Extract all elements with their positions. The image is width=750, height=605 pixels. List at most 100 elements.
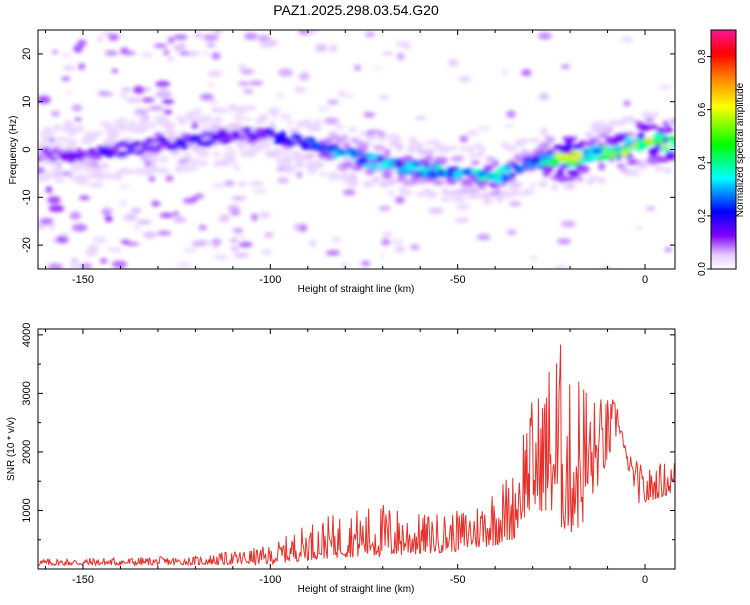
heatmap-band-blob (82, 163, 91, 172)
heatmap-band-blob (608, 119, 619, 127)
heatmap-ridge-blob (77, 156, 84, 162)
heatmap-noise-blob (329, 44, 338, 53)
snr-x-tick-label: -100 (259, 574, 281, 586)
heatmap-band-blob (557, 168, 564, 177)
heatmap-band-blob (149, 166, 160, 173)
heatmap-noise-blob (70, 258, 79, 263)
heatmap-band-blob (476, 185, 487, 190)
heatmap-band-blob (284, 155, 296, 161)
heatmap-y-tick-label: 20 (21, 48, 33, 60)
heatmap-band-blob (406, 190, 414, 195)
heatmap-noise-blob (458, 76, 471, 82)
heatmap-noise-blob (238, 63, 246, 70)
heatmap-noise-blob (159, 213, 174, 218)
heatmap-ridge-blob (609, 151, 618, 159)
heatmap-band-blob (411, 143, 423, 150)
heatmap-ridge-blob (509, 172, 516, 179)
heatmap-band-blob (359, 142, 370, 148)
heatmap-noise-blob (179, 51, 190, 55)
heatmap-noise-blob (100, 208, 116, 213)
heatmap-noise-blob (454, 217, 470, 223)
heatmap-band-blob (216, 108, 229, 113)
heatmap-band-blob (229, 159, 238, 165)
heatmap-noise-blob (381, 238, 391, 246)
heatmap-band-blob (129, 119, 137, 128)
heatmap-band-blob (641, 112, 653, 118)
heatmap-band-blob (237, 143, 246, 150)
heatmap-ridge-blob (635, 138, 642, 146)
heatmap-band-blob (178, 117, 191, 122)
heatmap-ridge-blob (428, 172, 440, 180)
heatmap-band-blob (417, 149, 429, 155)
heatmap-band-blob (47, 129, 55, 136)
heatmap-noise-blob (182, 198, 198, 204)
heatmap-band-blob (425, 154, 433, 163)
heatmap-ridge-blob (602, 153, 612, 160)
heatmap-band-blob (280, 158, 292, 167)
heatmap-noise-blob (455, 202, 471, 211)
heatmap-ridge-blob (231, 130, 241, 135)
heatmap-ridge-blob (90, 154, 103, 161)
heatmap-band-blob (648, 147, 660, 154)
heatmap-ridge-blob (287, 141, 297, 146)
heatmap-noise-blob (296, 171, 303, 179)
heatmap-noise-blob (305, 30, 320, 34)
heatmap-noise-blob (230, 237, 238, 244)
heatmap-band-blob (475, 152, 484, 158)
heatmap-noise-blob (71, 223, 88, 232)
heatmap-noise-blob (395, 40, 408, 47)
heatmap-noise-blob (237, 81, 251, 86)
heatmap-noise-blob (172, 211, 180, 217)
heatmap-band-blob (120, 126, 128, 132)
heatmap-band-blob (213, 116, 223, 124)
heatmap-noise-blob (141, 51, 153, 58)
heatmap-noise-blob (238, 241, 253, 248)
heatmap-band-blob (233, 114, 244, 121)
heatmap-band-blob (182, 152, 192, 161)
heatmap-band-blob (103, 122, 113, 127)
snr-y-tick-label: 1000 (21, 498, 33, 522)
heatmap-noise-blob (85, 248, 98, 257)
heatmap-band-blob (501, 141, 510, 149)
heatmap-noise-blob (231, 196, 247, 201)
heatmap-noise-blob (262, 248, 272, 257)
heatmap-noise-blob (173, 217, 187, 223)
heatmap-noise-blob (341, 262, 349, 268)
heatmap-noise-blob (218, 214, 231, 223)
heatmap-y-tick-label: 0 (21, 146, 33, 152)
heatmap-band-blob (644, 117, 655, 122)
heatmap-band-blob (147, 155, 160, 163)
heatmap-noise-blob (448, 58, 459, 67)
heatmap-band-blob (371, 132, 381, 140)
heatmap-band-blob (551, 183, 558, 191)
heatmap-noise-blob (243, 32, 258, 40)
heatmap-noise-blob (298, 73, 310, 81)
heatmap-noise-blob (61, 76, 70, 81)
snr-series-line (38, 344, 675, 567)
heatmap-ridge-blob (393, 160, 402, 165)
heatmap-band-blob (529, 182, 536, 188)
heatmap-ridge-blob (536, 164, 547, 170)
heatmap-ridge-blob (476, 176, 486, 181)
heatmap-noise-blob (39, 218, 54, 225)
heatmap-band-blob (262, 144, 270, 150)
colorbar-tick-label: 0.4 (697, 155, 708, 169)
heatmap-noise-blob (600, 266, 612, 269)
heatmap-band-blob (225, 146, 235, 151)
heatmap-noise-blob (645, 206, 656, 211)
heatmap-noise-blob (88, 183, 104, 187)
heatmap-ridge-blob (38, 155, 48, 160)
heatmap-noise-blob (63, 119, 73, 128)
heatmap-noise-blob (236, 235, 246, 239)
heatmap-band-blob (342, 162, 351, 168)
heatmap-band-blob (513, 181, 523, 188)
heatmap-band-blob (174, 165, 183, 174)
heatmap-ridge-blob (351, 150, 363, 156)
heatmap-band-blob (563, 177, 575, 182)
heatmap-band-blob (216, 161, 224, 168)
heatmap-band-blob (229, 151, 237, 157)
heatmap-band-blob (442, 145, 452, 153)
heatmap-band-blob (665, 152, 675, 157)
heatmap-noise-blob (354, 64, 362, 71)
heatmap-noise-blob (509, 201, 522, 207)
